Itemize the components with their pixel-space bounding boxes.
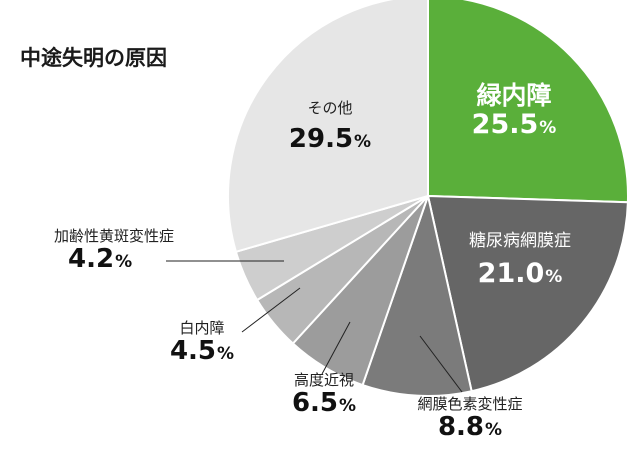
slice-category-glaucoma: 緑内障	[476, 81, 552, 110]
leader-line-retinitis-pigmentosa	[419, 335, 463, 393]
leader-line-cataract	[241, 287, 301, 333]
slice-value-high-myopia: 6.5%	[291, 387, 357, 418]
slice-value-cataract: 4.5%	[169, 335, 235, 366]
slice-label-other: その他 29.5%	[272, 100, 388, 153]
slice-retinitis-pigmentosa	[361, 192, 473, 397]
slice-category-diabetic-retinopathy: 糖尿病網膜症	[469, 231, 571, 251]
slice-other	[227, 0, 429, 254]
slice-category-high-myopia: 高度近視	[293, 371, 354, 389]
slice-category-amd: 加齢性黄斑変性症	[53, 227, 174, 245]
slice-label-cataract: 白内障 4.5%	[160, 320, 244, 365]
slice-label-diabetic-retinopathy: 糖尿病網膜症 21.0%	[452, 232, 588, 288]
leader-line-high-myopia	[321, 321, 351, 375]
slice-value-retinitis-pigmentosa: 8.8%	[437, 411, 503, 442]
slice-category-cataract: 白内障	[179, 319, 225, 337]
slice-value-diabetic-retinopathy: 21.0%	[477, 257, 563, 289]
slice-category-retinitis-pigmentosa: 網膜色素変性症	[417, 395, 523, 413]
slice-label-amd: 加齢性黄斑変性症 4.2%	[22, 228, 206, 273]
chart-title: 中途失明の原因	[20, 46, 167, 70]
slice-diabetic-retinopathy	[426, 194, 629, 393]
slice-label-glaucoma: 緑内障 25.5%	[452, 82, 576, 139]
slice-glaucoma	[427, 0, 629, 204]
slice-category-other: その他	[307, 99, 353, 117]
slice-label-high-myopia: 高度近視 6.5%	[274, 372, 374, 417]
slice-value-glaucoma: 25.5%	[471, 108, 557, 140]
slice-value-amd: 4.2%	[68, 243, 133, 274]
slice-label-retinitis-pigmentosa: 網膜色素変性症 8.8%	[384, 396, 556, 441]
slice-value-other: 29.5%	[288, 123, 372, 154]
